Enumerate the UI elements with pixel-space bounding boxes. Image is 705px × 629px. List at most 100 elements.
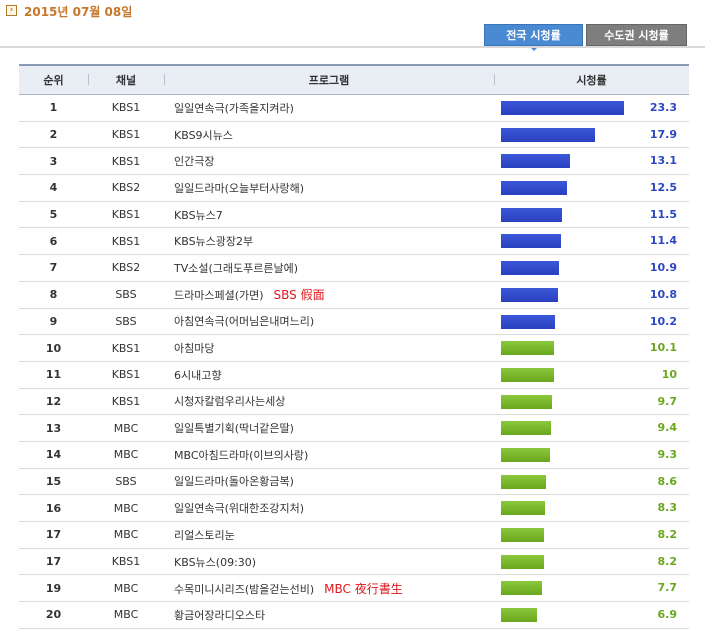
program-cell: 일일드라마(오늘부터사랑해): [164, 174, 494, 202]
table-row[interactable]: 19 MBC 수목미니시리즈(밤을걷는선비) MBC 夜行書生 7.7: [19, 574, 689, 603]
table-row[interactable]: 6 KBS1 KBS뉴스광장2부 11.4: [19, 227, 689, 256]
rating-bar: [501, 608, 537, 623]
table-body: 1 KBS1 일일연속극(가족을지켜라) 23.3 2 KBS1 KBS9시뉴스 17.9 3 K…: [19, 94, 689, 629]
rating-bar: [501, 367, 554, 382]
rank-cell: 7: [19, 254, 88, 282]
table-row[interactable]: 3 KBS1 인간극장 13.1: [19, 147, 689, 176]
program-cell: 일일특별기획(딱너같은딸): [164, 414, 494, 442]
table-row[interactable]: 13 MBC 일일특별기획(딱너같은딸) 9.4: [19, 414, 689, 442]
rank-cell: 9: [19, 308, 88, 336]
channel-cell: MBC: [88, 521, 164, 549]
program-cell: 아침연속극(어머님은내며느리): [164, 308, 494, 336]
rating-value: 10.8: [649, 287, 677, 301]
table-row[interactable]: 4 KBS2 일일드라마(오늘부터사랑해) 12.5: [19, 174, 689, 202]
tab-capital-rating[interactable]: 수도권 시청률: [586, 24, 687, 46]
program-name[interactable]: 일일연속극(가족을지켜라): [174, 101, 294, 115]
program-cell: 드라마스페셜(가면) SBS 假面: [164, 281, 494, 309]
program-cell: KBS9시뉴스: [164, 121, 494, 149]
channel-cell: MBC: [88, 494, 164, 522]
table-row[interactable]: 5 KBS1 KBS뉴스7 11.5: [19, 201, 689, 229]
rating-bar: [501, 154, 570, 169]
rating-value: 23.3: [649, 101, 677, 114]
rating-cell: 8.2: [494, 548, 689, 576]
program-cell: KBS뉴스7: [164, 201, 494, 229]
program-name[interactable]: 드라마스페셜(가면): [174, 289, 264, 303]
rating-value: 17.9: [649, 127, 677, 141]
table-row[interactable]: 10 KBS1 아침마당 10.1: [19, 334, 689, 362]
rating-value: 10.2: [649, 314, 677, 328]
rating-cell: 11.5: [494, 201, 689, 229]
program-name[interactable]: MBC아침드라마(이브의사랑): [174, 448, 309, 462]
tab-national-rating[interactable]: 전국 시청률: [484, 24, 583, 51]
rating-cell: 10.2: [494, 308, 689, 336]
rating-bar: [501, 261, 559, 276]
table-row[interactable]: 15 SBS 일일드라마(돌아온황금복) 8.6: [19, 468, 689, 496]
rating-value: 7.7: [657, 581, 678, 595]
rating-cell: 17.9: [494, 121, 689, 149]
rating-bar: [501, 501, 545, 516]
program-name[interactable]: 일일드라마(오늘부터사랑해): [174, 181, 305, 195]
channel-cell: KBS1: [88, 94, 164, 122]
program-name[interactable]: 일일드라마(돌아온황금복): [174, 475, 294, 489]
program-name[interactable]: 수목미니시리즈(밤을걷는선비): [174, 582, 315, 596]
rating-bar: [501, 101, 624, 115]
rank-cell: 5: [19, 201, 88, 229]
table-row[interactable]: 9 SBS 아침연속극(어머님은내며느리) 10.2: [19, 308, 689, 336]
table-row[interactable]: 11 KBS1 6시내고향 10: [19, 361, 689, 389]
rating-cell: 23.3: [494, 94, 689, 122]
program-name[interactable]: 인간극장: [174, 155, 215, 169]
program-name[interactable]: KBS뉴스7: [174, 208, 223, 222]
channel-cell: SBS: [88, 281, 164, 309]
table-row[interactable]: 17 MBC 리얼스토리눈 8.2: [19, 521, 689, 549]
program-name[interactable]: 황금어장라디오스타: [174, 608, 266, 622]
channel-cell: MBC: [88, 574, 164, 603]
table-row[interactable]: 14 MBC MBC아침드라마(이브의사랑) 9.3: [19, 441, 689, 469]
rating-bar: [501, 341, 554, 356]
program-name[interactable]: 리얼스토리눈: [174, 528, 235, 542]
rating-value: 11.5: [649, 207, 677, 221]
table-row[interactable]: 20 MBC 황금어장라디오스타 6.9: [19, 601, 689, 629]
program-name[interactable]: KBS9시뉴스: [174, 128, 233, 142]
rating-bar: [501, 314, 555, 329]
rating-bar: [501, 447, 550, 462]
program-name[interactable]: 아침마당: [174, 342, 215, 356]
program-cell: 시청자칼럼우리사는세상: [164, 388, 494, 416]
program-cell: KBS뉴스(09:30): [164, 548, 494, 576]
rating-cell: 10: [494, 361, 689, 389]
table-row[interactable]: 1 KBS1 일일연속극(가족을지켜라) 23.3: [19, 94, 689, 122]
rating-bar: [501, 287, 558, 302]
program-name[interactable]: TV소설(그래도푸르른날에): [174, 261, 299, 275]
rating-value: 10.1: [649, 341, 677, 355]
program-name[interactable]: 일일연속극(위대한조강지처): [174, 502, 305, 516]
rating-cell: 9.3: [494, 441, 689, 469]
program-cell: 일일드라마(돌아온황금복): [164, 468, 494, 496]
table-row[interactable]: 2 KBS1 KBS9시뉴스 17.9: [19, 121, 689, 149]
program-cell: KBS뉴스광장2부: [164, 227, 494, 256]
program-name[interactable]: KBS뉴스광장2부: [174, 235, 254, 249]
rating-value: 8.6: [657, 474, 678, 488]
rank-cell: 6: [19, 227, 88, 256]
rating-value: 9.7: [657, 394, 678, 408]
rating-value: 12.5: [649, 181, 677, 195]
table-row[interactable]: 12 KBS1 시청자칼럼우리사는세상 9.7: [19, 388, 689, 416]
program-name[interactable]: 일일특별기획(딱너같은딸): [174, 422, 294, 436]
rating-cell: 10.9: [494, 254, 689, 282]
rank-cell: 17: [19, 548, 88, 576]
table-row[interactable]: 16 MBC 일일연속극(위대한조강지처) 8.3: [19, 494, 689, 522]
table-row[interactable]: 17 KBS1 KBS뉴스(09:30) 8.2: [19, 548, 689, 576]
date-label: 2015년 07월 08일: [24, 5, 133, 19]
table-row[interactable]: 7 KBS2 TV소설(그래도푸르른날에) 10.9: [19, 254, 689, 282]
rating-value: 8.3: [657, 501, 678, 515]
rating-bar: [501, 234, 561, 249]
column-header-rating: 시청률: [494, 64, 689, 95]
table-row[interactable]: 8 SBS 드라마스페셜(가면) SBS 假面 10.8: [19, 281, 689, 309]
program-name[interactable]: 6시내고향: [174, 368, 222, 382]
program-name[interactable]: 시청자칼럼우리사는세상: [174, 395, 286, 409]
program-name[interactable]: 아침연속극(어머님은내며느리): [174, 315, 315, 329]
channel-cell: MBC: [88, 414, 164, 442]
program-cell: 아침마당: [164, 334, 494, 362]
program-name[interactable]: KBS뉴스(09:30): [174, 555, 257, 569]
program-cell: 수목미니시리즈(밤을걷는선비) MBC 夜行書生: [164, 574, 494, 603]
rating-cell: 6.9: [494, 601, 689, 629]
channel-cell: KBS1: [88, 388, 164, 416]
